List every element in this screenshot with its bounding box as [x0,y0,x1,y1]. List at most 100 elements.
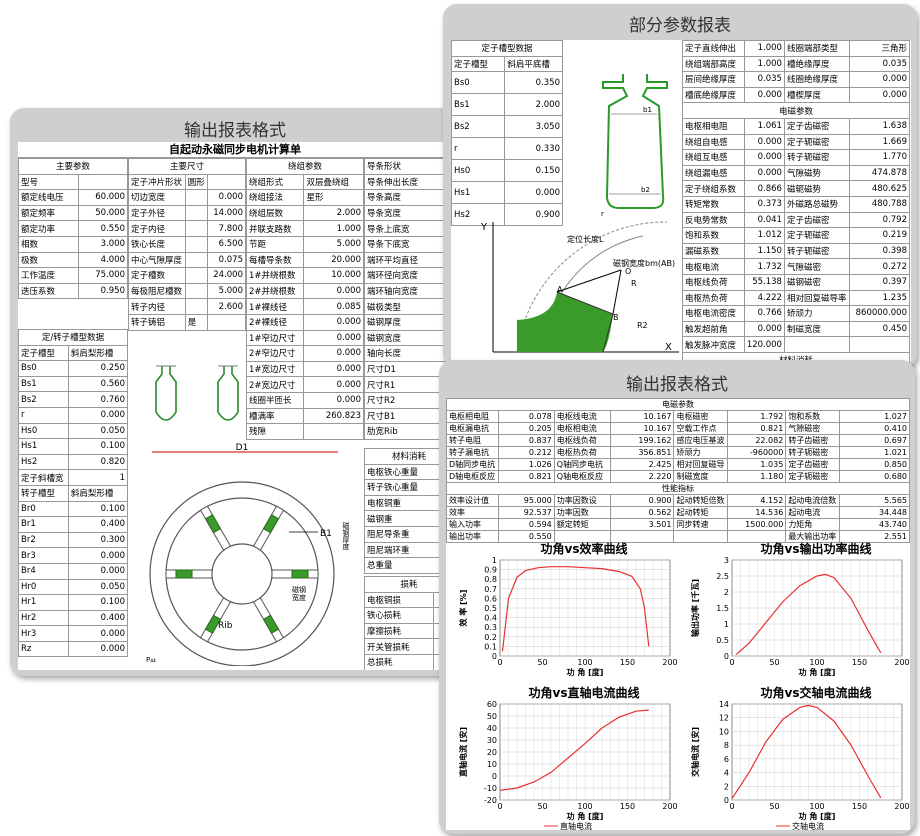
param-label: 绕组端部高度 [682,55,745,73]
param-label: 定子轭磁密 [785,470,841,483]
param-label: 效率 [446,506,499,519]
param-label: 绕组漏电感 [682,164,745,182]
param-value: 0.560 [67,375,129,393]
table-row: 电枢漏电抗 0.205 电枢相电流 10.167 空载工作点 0.821 气隙磁密 0.410 [446,422,910,435]
y-axis-label: 效 率 [%] [458,590,468,627]
position-length-label: 定位长度L [567,234,604,244]
y-tick-label: 30 [487,736,497,745]
param-value: 1.732 [743,258,785,275]
param-value: 1.035 [727,458,787,471]
param-value: 5.000 [303,235,364,253]
left-report-panel: 输出报表格式 自起动永磁同步电机计算单 主要参数 型号 额定线电压 60.000 额定频… [10,108,460,676]
x-tick-label: 50 [769,658,779,667]
param-label: 电枢漏电抗 [446,422,499,435]
param-value: 三角形 [849,40,910,57]
x-tick-label: 150 [852,802,867,811]
y-tick-label: 0.1 [484,642,497,651]
y-axis-label: Y [480,222,488,233]
y-axis-label: 交轴电流 [安] [690,727,700,777]
section-header: 电磁参数 [682,102,910,119]
param-value: 0.150 [504,159,563,183]
param-label: 导条下底宽 [364,235,452,253]
param-label: 定子槽数 [128,267,186,284]
section-header: 电磁参数 [446,398,910,411]
param-value: 43.740 [839,518,910,531]
legend-label: 交轴电流 [792,821,824,830]
table-row: 导条形状 [364,158,452,175]
conductor-table: 导条形状 导条伸出长度 导条高度 导条宽度 导条上底宽 导条下底宽 端环平均直径 端环径向宽度… [364,158,452,440]
y-tick-label: 20 [487,748,497,757]
table-row: D轴电枢反应 0.821 Q轴电枢反应 2.220 制磁宽度 1.180 定子轭磁密 0.68… [446,470,910,483]
param-label: Q轴电枢反应 [553,470,611,483]
table-row: 定子槽数 24.000 [128,267,247,284]
x-axis-label: X [665,342,672,353]
param-label: Bs2 [18,391,69,408]
table-row: 导条下底宽 [364,235,452,253]
magnet-block [204,514,222,534]
section-header: 定/转子槽型数据 [18,329,128,346]
table-row: 转子电阻 0.837 电枢线负荷 199.162 感应电压基波 22.082 转子齿磁密 0.… [446,434,910,447]
param-label: Rz [18,640,69,658]
param-value: 0.100 [67,500,129,518]
param-value: 0.000 [303,329,364,347]
param-label: Q轴同步电抗 [553,458,611,471]
param-label: 转子漏电抗 [446,446,499,459]
table-row: Br0 0.100 [18,500,129,518]
table-row: 输入功率 0.594 额定转矩 3.501 同步转速 1500.000 力矩角 43.740 [446,518,910,531]
y-tick-label: 12 [719,714,729,723]
param-value: 0.075 [206,251,247,269]
table-row: Bs1 0.560 [18,375,129,393]
param-label: 迭压系数 [18,282,79,300]
param-value: 0.100 [67,594,129,611]
param-value: 1.180 [727,470,787,483]
param-value: 0.000 [849,71,910,88]
param-label: Hs2 [18,453,69,471]
table-row: 定子斜槽宽 1 [18,469,129,486]
param-label [783,336,851,353]
param-label: 电枢相电流 [553,422,611,435]
y-axis-label: 输出功率 [千瓦] [690,579,700,637]
x-tick-label: 0 [729,802,734,811]
param-value: 0.205 [497,422,555,435]
chart-1: 功角vs效率曲线 00.10.20.30.40.50.60.70.80.91 0 50… [458,541,678,677]
param-value: 3.050 [504,115,563,139]
param-value: 0.594 [497,518,555,531]
param-value: 0.250 [67,360,129,377]
param-label: 转矩常数 [682,195,745,213]
param-label: 中心气隙厚度 [128,251,186,269]
table-row: 电枢线负荷 55.138 磁钢磁密 0.397 [682,273,910,291]
param-label: 磁钢宽度 [364,329,452,347]
x-tick-label: 0 [497,802,502,811]
param-value [77,173,129,191]
table-row: Hs0 0.050 [18,422,129,440]
table-row: 并联支路数 1.000 [245,220,364,237]
table-row: r 0.000 [18,406,129,424]
x-tick-label: 150 [620,802,635,811]
y-tick-label: 0.8 [484,575,497,584]
param-label: 相对回复磁导率 [783,289,851,307]
table-row: 极数 4.000 [18,251,129,269]
table-row: 1#窄边尺寸 0.000 [245,329,364,347]
magnet-width-label: 磁钢宽度bm(AB) [613,258,675,268]
table-row: 反电势常数 0.041 定子齿磁密 0.792 [682,211,910,229]
table-row: 效率 92.537 功率因数 0.562 起动转矩 14.536 起动电流 34.448 [446,506,910,519]
y-tick-label: -20 [484,796,497,805]
param-label: 转子电阻 [446,434,499,447]
param-value: 星形 [303,189,364,206]
param-label: 转子铸铝 [128,313,186,331]
y-tick-label: 4 [724,769,729,778]
table-row: 每极阻尼槽数 5.000 [128,282,247,300]
table-row: 端环平均直径 [364,251,452,269]
param-value: 55.138 [743,273,785,291]
param-label: 1#窄边尺寸 [245,329,305,347]
table-row: 性能指标 [446,482,910,495]
param-value: 2.600 [206,298,247,315]
param-label: 转子轭磁密 [785,446,841,459]
table-row: 主要参数 [18,158,128,175]
param-value: 0.000 [849,86,910,104]
param-label: 矫顽力 [673,446,729,459]
table-row: Br4 0.000 [18,562,129,580]
param-text [184,235,208,253]
param-value: 0.410 [839,422,910,435]
legend-label: 直轴电流 [560,821,592,830]
